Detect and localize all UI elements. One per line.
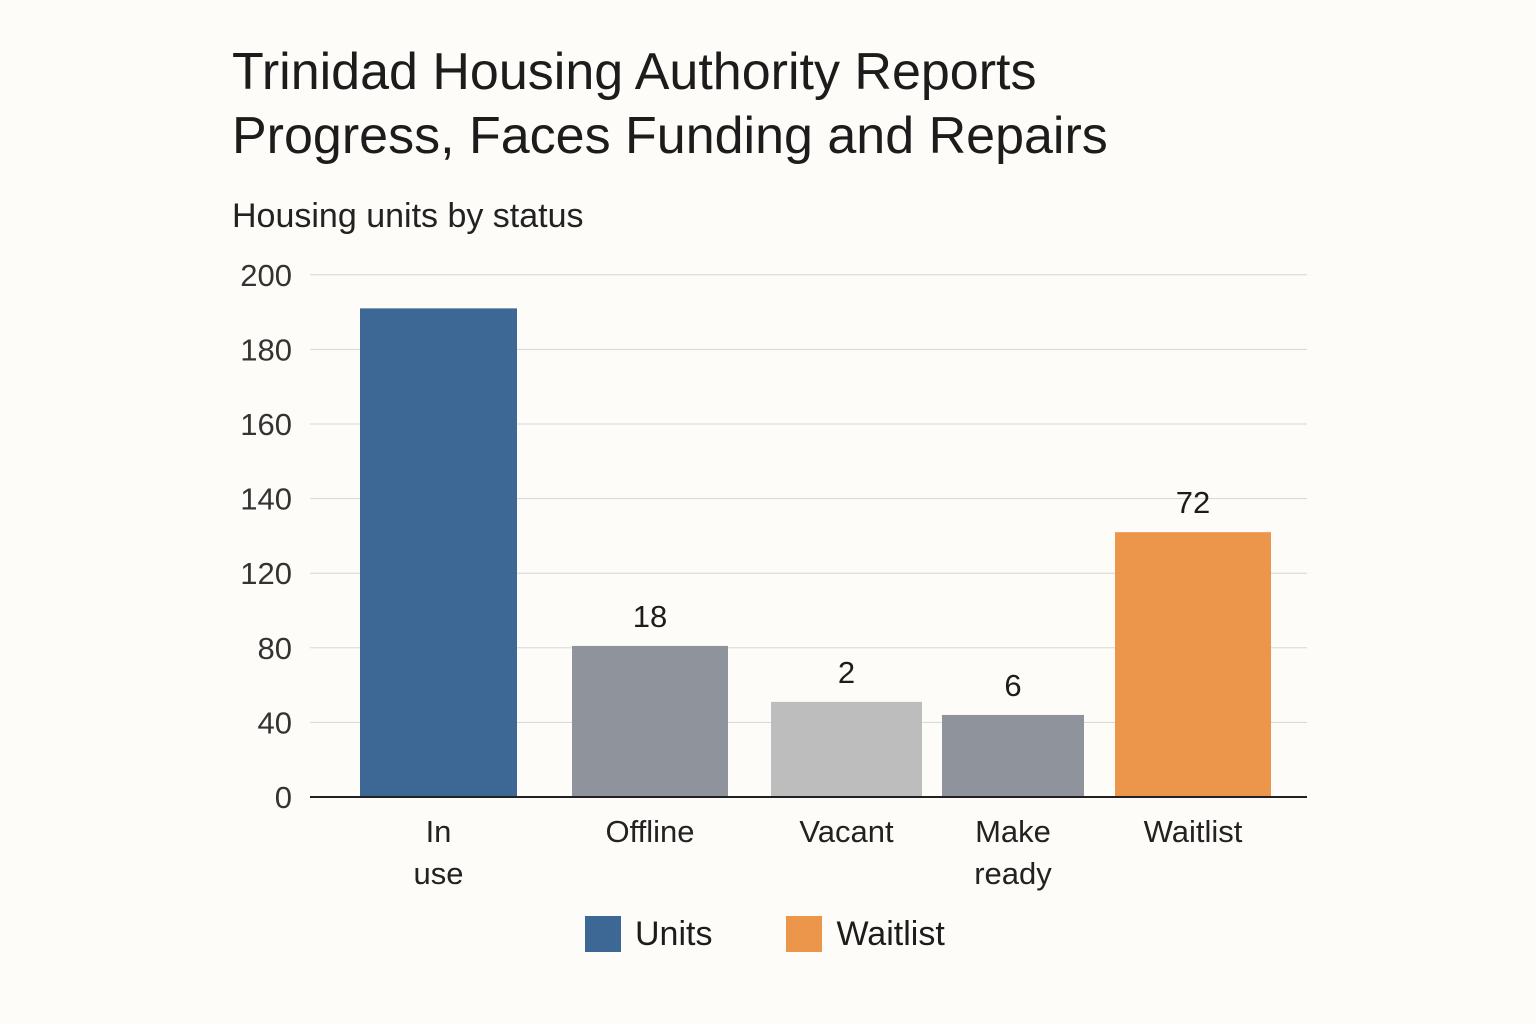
bar-vacant bbox=[771, 701, 922, 797]
y-tick-label: 160 bbox=[240, 407, 292, 442]
data-label: 18 bbox=[633, 599, 667, 634]
y-tick-label: 80 bbox=[258, 631, 292, 666]
bar-waitlist bbox=[1115, 532, 1271, 797]
y-tick-label: 180 bbox=[240, 332, 292, 367]
legend-item-waitlist: Waitlist bbox=[786, 914, 945, 954]
legend-label-units: Units bbox=[635, 915, 713, 953]
legend-swatch-waitlist bbox=[786, 916, 823, 952]
y-tick-label: 120 bbox=[240, 556, 292, 591]
bar-offline bbox=[572, 645, 728, 797]
x-tick-label: Waitlist bbox=[1144, 814, 1243, 849]
bar-make-ready bbox=[942, 714, 1084, 797]
chart-subtitle: Housing units by status bbox=[232, 197, 584, 235]
x-tick-label: Make ready bbox=[974, 814, 1052, 891]
legend: Units Waitlist bbox=[585, 914, 1019, 954]
y-tick-label: 40 bbox=[258, 705, 292, 740]
data-label: 2 bbox=[838, 655, 855, 690]
x-tick-label: Offline bbox=[605, 814, 694, 849]
legend-swatch-units bbox=[585, 916, 621, 952]
legend-item-units: Units bbox=[585, 914, 712, 954]
y-tick-label: 200 bbox=[240, 258, 292, 293]
data-label: 72 bbox=[1176, 485, 1210, 520]
x-tick-label: In use bbox=[414, 814, 464, 891]
data-label: 6 bbox=[1004, 668, 1021, 703]
legend-label-waitlist: Waitlist bbox=[836, 915, 945, 953]
y-tick-label: 0 bbox=[275, 780, 292, 815]
x-tick-label: Vacant bbox=[799, 814, 894, 849]
bar-in-use bbox=[360, 308, 517, 797]
chart-title: Trinidad Housing Authority Reports Progr… bbox=[232, 43, 1108, 165]
y-tick-label: 140 bbox=[240, 482, 292, 517]
